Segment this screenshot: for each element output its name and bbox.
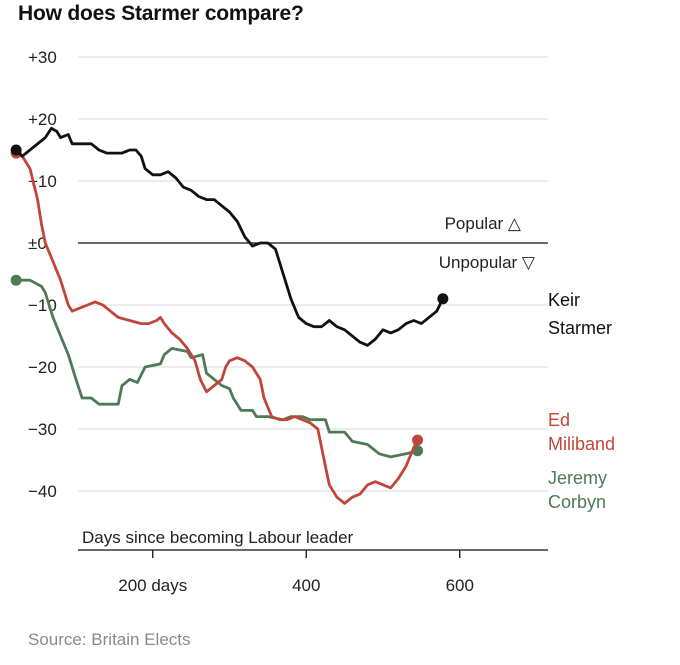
ed-miliband-end-point: [412, 434, 424, 446]
y-tick-label: −20: [28, 358, 57, 377]
keir-starmer-end-point: [437, 293, 449, 305]
unpopular-annotation: Unpopular ▽: [439, 253, 536, 272]
ed-miliband-label: Miliband: [548, 434, 615, 454]
y-tick-label: +30: [28, 48, 57, 67]
popular-annotation: Popular △: [445, 214, 522, 233]
x-tick-label: 600: [446, 576, 474, 595]
x-tick-label: 200 days: [118, 576, 187, 595]
ed-miliband-line: [14, 151, 419, 505]
x-axis-title-box: [78, 523, 426, 550]
source-note: Source: Britain Elects: [28, 630, 191, 649]
jeremy-corbyn-line: [14, 278, 419, 459]
y-tick-label: −30: [28, 420, 57, 439]
keir-starmer-line: [14, 126, 445, 347]
x-tick-label: 400: [292, 576, 320, 595]
jeremy-corbyn-label: Jeremy: [548, 468, 607, 488]
y-tick-label: −40: [28, 482, 57, 501]
y-tick-label: +20: [28, 110, 57, 129]
chart-title: How does Starmer compare?: [18, 2, 304, 25]
keir-starmer-start-point: [10, 144, 22, 156]
y-axis-labels: +30+20+10±0−10−20−30−40: [28, 48, 57, 501]
keir-starmer-label: Keir: [548, 290, 580, 310]
series-lines: Jeremy Corbyn Ed Miliband Keir Starmer: [10, 126, 615, 512]
x-axis-ticks: 200 days 400 600: [118, 550, 474, 595]
y-tick-label: ±0: [28, 234, 47, 253]
keir-starmer-label: Starmer: [548, 318, 612, 338]
gridlines: [78, 56, 548, 492]
ed-miliband-label: Ed: [548, 410, 570, 430]
x-axis-title: Days since becoming Labour leader: [82, 528, 354, 547]
jeremy-corbyn-label: Corbyn: [548, 492, 606, 512]
jeremy-corbyn-start-point: [10, 274, 22, 286]
